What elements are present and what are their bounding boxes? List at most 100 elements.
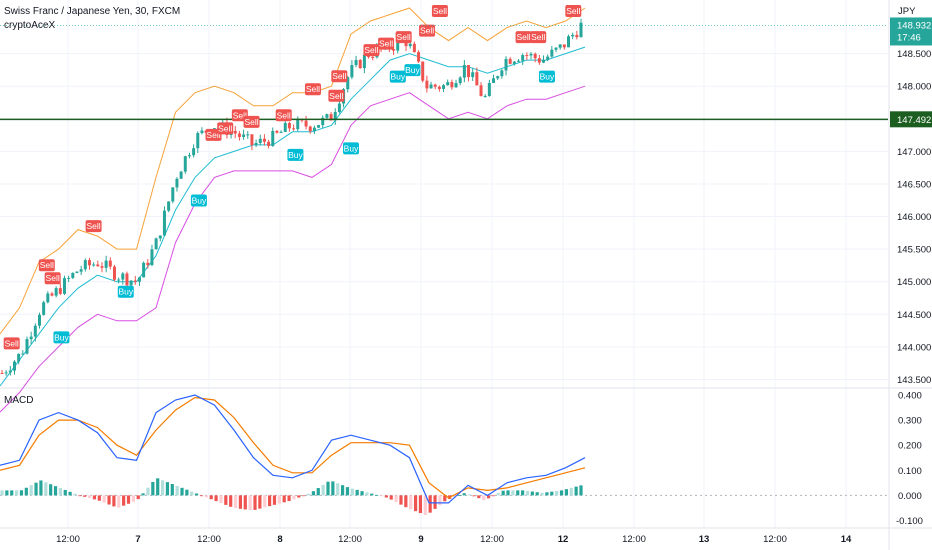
mid-line [0,46,586,387]
candle-body [471,72,475,78]
macd-histogram-bar [579,485,583,496]
price-tick-label: 146.500 [897,179,931,190]
macd-histogram-bar [151,481,155,496]
macd-label[interactable]: MACD [4,395,34,406]
macd-histogram-bar [185,489,189,496]
macd-histogram-bar [340,485,345,496]
upper-band-line [0,7,586,335]
level-price-label: 147.492 [897,115,931,126]
macd-histogram-bar [287,495,291,502]
currency-label: JPY [898,6,916,17]
candle-body [242,134,246,137]
candle-body [558,44,562,48]
signal-label: Buy [405,65,420,75]
sell-signal: Sell [515,31,532,44]
macd-histogram-bar [19,490,24,496]
macd-histogram-bar [73,493,77,496]
candle-body [542,59,546,63]
macd-histogram-bar [564,489,569,496]
candles [0,18,583,376]
candle-body [250,134,254,146]
candle-body [537,58,541,63]
macd-histogram-bar [365,492,369,496]
macd-histogram-bar [574,486,578,496]
macd-histogram-bar [472,495,476,497]
macd-histogram-bar [126,495,131,504]
signal-label: Buy [54,332,69,342]
macd-tick-label: 0.400 [898,391,922,402]
macd-axis[interactable]: -0.100 0.000 0.100 0.200 0.300 0.400 [896,391,923,527]
candle-body [258,138,262,143]
candle-body [150,249,154,266]
candle-body [450,82,454,88]
signal-label: Sell [87,221,101,231]
macd-histogram-bar [506,490,510,496]
buy-signal: Buy [538,70,555,83]
macd-histogram-bar [404,495,408,508]
macd-histogram-bar [156,478,160,496]
signal-label: Sell [40,260,54,270]
candle-body [312,127,316,132]
macd-histogram-bar [384,495,388,498]
candle-body [175,178,179,188]
sell-signal: Sell [243,115,260,128]
candle-body [575,34,579,38]
buy-signal: Buy [190,194,207,207]
macd-histogram-bar [277,495,281,504]
macd-histogram-bar [243,495,247,510]
signal-label: Buy [390,72,405,82]
macd-histogram-bar [491,495,496,497]
sell-signal: Sell [38,259,55,272]
sell-signal: Sell [275,109,292,122]
price-axis[interactable]: JPY 143.500 144.000 144.500 145.000 145.500 14… [0,6,932,386]
signal-label: Buy [288,150,303,160]
macd-histogram-bar [452,495,457,498]
candle-body [437,86,441,89]
candle-body [0,372,4,374]
time-axis[interactable]: 12:00 7 12:00 8 12:00 9 12:00 12 12:00 13 12:00 14 [56,534,852,545]
candle-body [233,131,237,134]
macd-histogram-bar [511,490,515,496]
candle-body [500,70,504,77]
macd-histogram-bar [379,495,384,497]
level-price-box [890,111,932,128]
macd-histogram-bar [175,485,179,496]
signal-label: Sell [233,110,247,120]
macd-histogram-bar [292,495,296,500]
macd-histogram-bar [355,489,359,496]
time-tick-label: 12:00 [338,534,362,545]
indicator-name[interactable]: cryptoAceX [4,20,56,31]
buy-signal: Buy [117,285,134,298]
candle-body [96,264,100,267]
candle-body [579,22,583,38]
candle-body [354,60,358,66]
signal-box [343,142,359,155]
candle-body [146,262,150,266]
sell-signal: Sell [565,5,582,18]
signal-box [565,5,582,18]
macd-histogram-bar [122,495,126,506]
signal-box [3,337,20,350]
signal-label: Sell [566,6,580,16]
macd-histogram-bar [97,495,101,501]
candle-body [196,133,200,149]
macd-histogram-bar [360,491,364,496]
macd-histogram-bar [375,494,379,496]
candle-body [517,60,521,62]
candle-body [125,273,129,286]
candle-body [512,61,516,64]
candle-body [167,201,171,211]
macd-histogram-bar [331,481,335,496]
candle-body [262,138,266,142]
macd-histogram-bar [199,495,204,497]
symbol-title[interactable]: Swiss Franc / Japanese Yen, 30, FXCM [4,6,181,17]
candle-body [546,56,550,60]
candle-body [454,83,458,88]
candle-body [37,314,41,326]
countdown-label: 17:46 [897,32,921,43]
macd-histogram-bar [107,495,111,505]
signal-label: Sell [397,32,411,42]
macd-histogram-bar [268,495,272,507]
